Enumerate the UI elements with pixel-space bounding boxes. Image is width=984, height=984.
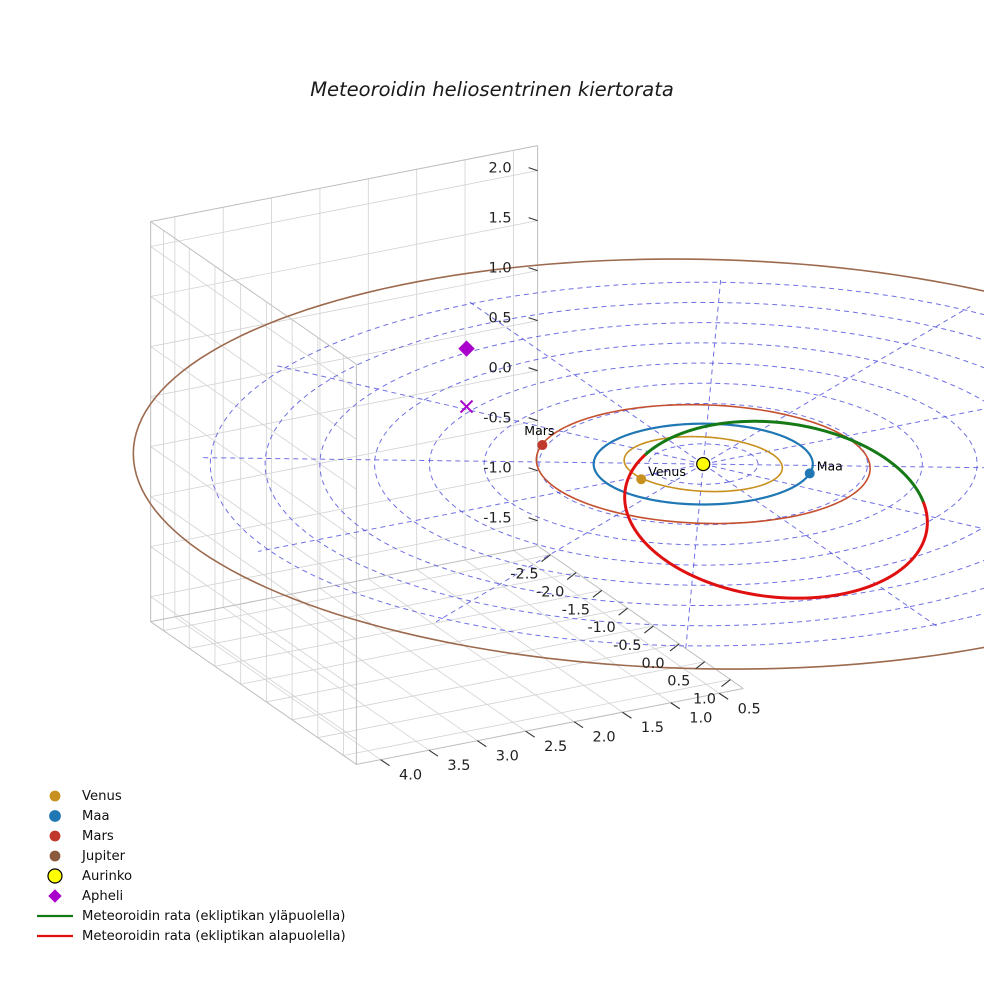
legend-item[interactable]: Maa [49,809,110,824]
tick-label: 1.0 [693,692,716,708]
legend-label: Meteoroidin rata (ekliptikan alapuolella… [82,929,346,944]
legend-label: Mars [82,829,114,844]
tick-mark [695,661,706,670]
legend-item[interactable]: Mars [49,829,114,844]
meteoroid-orbit [623,419,929,600]
tick-mark [718,692,729,700]
tick-mark [622,711,632,719]
legend-circle-swatch [47,868,63,884]
tick-label: -2.0 [536,585,564,601]
tick-label: 3.0 [496,749,519,765]
aphelion-projection-icon [459,399,474,414]
tick-label: -0.5 [613,638,641,654]
tick-mark [541,554,551,563]
tick-label: -1.5 [562,602,590,618]
tick-mark [669,643,680,652]
legend-circle-swatch [49,790,61,802]
tick-mark [528,167,538,172]
legend-label: Apheli [82,889,123,904]
body-label-maa: Maa [817,458,843,473]
tick-mark [573,721,584,729]
tick-mark [528,217,538,222]
tick-mark [528,417,538,422]
legend-item[interactable]: Apheli [48,889,123,904]
celestial-bodies: Venus Maa Mars [458,340,843,485]
tick-label: -0.5 [483,411,511,427]
legend-item[interactable]: Meteoroidin rata (ekliptikan yläpuolella… [37,909,345,924]
tick-label: -1.5 [483,511,511,527]
tick-mark [721,679,731,688]
tick-mark [528,267,538,272]
tick-label: -1.0 [587,620,615,636]
legend-item[interactable]: Jupiter [49,849,126,864]
tick-mark [528,517,538,522]
body-label-venus: Venus [648,464,686,479]
page-title: Meteoroidin heliosentrinen kiertorata [310,78,674,101]
axis-ticks: -2.5-2.0-1.5-1.0-0.50.00.51.00.51.01.52.… [380,161,761,784]
tick-label: 0.5 [667,674,690,690]
tick-mark [618,607,628,616]
legend-circle-swatch [49,850,61,862]
tick-label: 1.5 [641,720,664,736]
tick-mark [525,730,535,738]
tick-mark [477,740,487,748]
planet-marker-mars [537,440,548,451]
tick-label: 1.0 [689,711,712,727]
sun-marker [696,456,711,472]
legend-item[interactable]: Meteoroidin rata (ekliptikan alapuolella… [37,929,346,944]
tick-label: 1.0 [489,261,512,277]
tick-label: 4.0 [399,768,422,784]
tick-label: 2.0 [593,730,616,746]
tick-mark [428,749,439,757]
legend-label: Meteoroidin rata (ekliptikan yläpuolella… [82,909,345,924]
tick-mark [566,572,577,580]
ecliptic-polar-grid [199,278,984,650]
tick-mark [643,625,654,634]
legend-circle-swatch [49,810,61,822]
legend-diamond-swatch [48,889,62,903]
tick-mark [528,317,538,322]
legend[interactable]: Venus Maa Mars Jupiter Aurinko Apheli Meteoroi… [37,789,346,944]
legend-label: Aurinko [82,869,132,884]
aphelion-marker [458,340,475,357]
tick-mark [592,589,603,598]
tick-mark [528,467,538,472]
planet-orbits [132,258,984,670]
tick-label: 3.5 [447,758,470,774]
tick-label: 2.5 [544,739,567,755]
tick-label: 2.0 [489,161,512,177]
tick-label: 0.5 [489,311,512,327]
tick-label: 0.0 [489,361,512,377]
pane-gridlines [150,145,744,765]
legend-label: Maa [82,809,110,824]
legend-item[interactable]: Aurinko [47,868,132,884]
body-label-mars: Mars [524,423,554,438]
legend-label: Jupiter [81,849,126,864]
tick-label: 1.5 [489,211,512,227]
tick-label: -1.0 [483,461,511,477]
planet-marker-venus [636,474,647,485]
tick-label: -2.5 [510,567,538,583]
legend-item[interactable]: Venus [49,789,122,804]
tick-mark [528,367,538,372]
tick-mark [380,759,390,767]
tick-mark [670,702,681,710]
legend-circle-swatch [49,830,61,842]
tick-label: 0.0 [642,656,665,672]
legend-label: Venus [82,789,122,804]
tick-label: 0.5 [738,701,761,717]
planet-marker-maa [804,468,815,479]
